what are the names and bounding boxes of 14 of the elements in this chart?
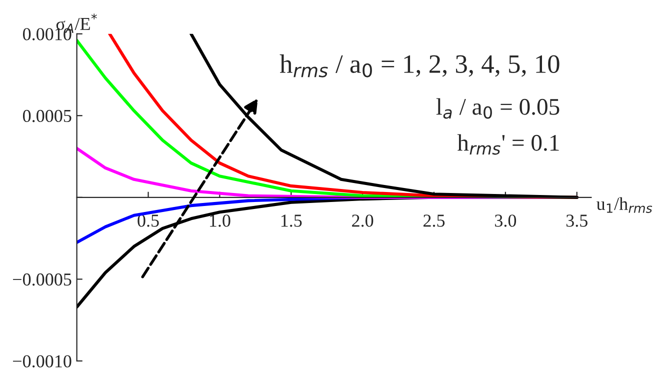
x-tick-label: 1.5: [281, 214, 302, 227]
x-axis-title: u$_{1}$/h$_{rms}$: [596, 197, 652, 213]
annotation: l$_{a}$ / a$_{0}$ = 0.05: [436, 98, 560, 119]
x-tick-label: 2.5: [424, 214, 445, 227]
y-tick-label: −0.0010: [13, 355, 72, 368]
x-tick-label: 3.5: [566, 214, 588, 227]
x-tick-label: 0.5: [138, 214, 159, 227]
annotation: h$_{rms}$ / a$_{0}$ = 1, 2, 3, 4, 5, 10: [280, 54, 560, 78]
x-tick-label: 3.0: [495, 214, 516, 227]
y-tick-label: 0.0005: [22, 110, 72, 122]
x-tick-label: 1.0: [210, 214, 230, 227]
annotation: h$_{rms}$' = 0.1: [457, 134, 559, 155]
y-tick-label: −0.0005: [13, 273, 72, 286]
x-tick-label: 2.0: [352, 214, 374, 227]
